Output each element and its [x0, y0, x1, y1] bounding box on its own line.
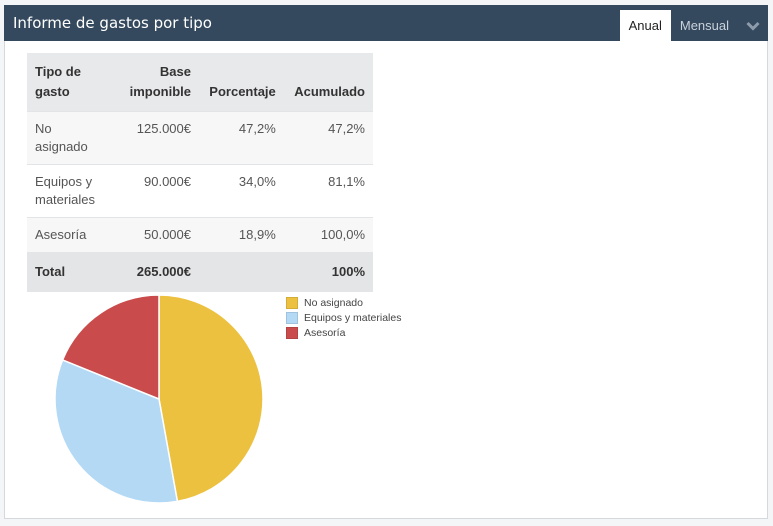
legend-swatch [286, 296, 298, 309]
legend-item-asesoria[interactable]: Asesoría [286, 325, 401, 340]
pie-slice-2[interactable] [61, 294, 160, 401]
total-row: Total 265.000€ 100% [27, 252, 373, 292]
total-porcentaje [199, 252, 284, 292]
period-tabs: Anual Mensual [619, 10, 768, 41]
cell-base: 50.000€ [113, 217, 199, 252]
panel-title: Informe de gastos por tipo [13, 14, 212, 32]
total-acumulado: 100% [283, 252, 373, 292]
legend-swatch [286, 311, 298, 324]
cell-tipo: Asesoría [27, 217, 113, 252]
cell-acumulado: 47,2% [283, 111, 373, 165]
chevron-down-icon [746, 21, 760, 31]
cell-tipo: No asignado [27, 111, 113, 165]
col-tipo: Tipo de gasto [27, 53, 113, 112]
table-row: Equipos y materiales 90.000€ 34,0% 81,1% [27, 164, 373, 218]
expense-table: Tipo de gasto Base imponible Porcentaje … [27, 53, 373, 292]
panel-header: Informe de gastos por tipo Anual Mensual [4, 5, 768, 41]
total-label: Total [27, 252, 113, 292]
cell-acumulado: 100,0% [283, 217, 373, 252]
cell-base: 125.000€ [113, 111, 199, 165]
col-base: Base imponible [113, 53, 199, 112]
col-porcentaje: Porcentaje [199, 53, 284, 112]
expense-pie-chart [54, 294, 264, 504]
col-acumulado: Acumulado [283, 53, 373, 112]
cell-porcentaje: 18,9% [199, 217, 284, 252]
pie-slice-0[interactable] [158, 294, 264, 503]
cell-base: 90.000€ [113, 164, 199, 218]
cell-tipo: Equipos y materiales [27, 164, 113, 218]
tab-anual[interactable]: Anual [619, 10, 671, 41]
legend-swatch [286, 326, 298, 339]
total-base: 265.000€ [113, 252, 199, 292]
cell-porcentaje: 34,0% [199, 164, 284, 218]
legend-item-equipos[interactable]: Equipos y materiales [286, 310, 401, 325]
tab-mensual[interactable]: Mensual [679, 18, 729, 33]
cell-acumulado: 81,1% [283, 164, 373, 218]
collapse-button[interactable] [738, 10, 768, 41]
pie-slice-1[interactable] [54, 358, 179, 504]
table-header-row: Tipo de gasto Base imponible Porcentaje … [27, 53, 373, 112]
cell-porcentaje: 47,2% [199, 111, 284, 165]
table-row: Asesoría 50.000€ 18,9% 100,0% [27, 217, 373, 252]
legend-item-no-asignado[interactable]: No asignado [286, 295, 401, 310]
chart-legend: No asignado Equipos y materiales Asesorí… [286, 295, 401, 340]
table-row: No asignado 125.000€ 47,2% 47,2% [27, 111, 373, 165]
